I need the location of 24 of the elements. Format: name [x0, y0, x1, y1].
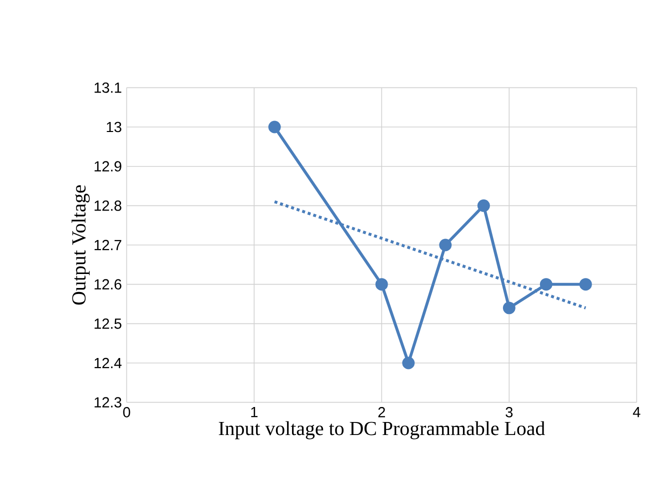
y-tick-label: 13	[106, 122, 122, 132]
y-tick-label: 12.3	[94, 397, 122, 408]
y-tick-label: 12.4	[94, 358, 122, 368]
point	[439, 238, 452, 252]
point	[579, 278, 592, 291]
y-tick-label: 12.7	[94, 240, 122, 250]
point	[375, 278, 388, 291]
y-tick-label: 12.5	[94, 318, 122, 329]
point	[402, 356, 415, 370]
point	[268, 120, 281, 134]
x-axis-title: Input voltage to DC Programmable Load	[218, 421, 545, 440]
x-tick-label: 3	[506, 407, 513, 418]
y-tick-label: 13.1	[94, 82, 122, 93]
y-tick-label: 12.6	[94, 279, 122, 290]
y-tick-label: 12.8	[94, 200, 122, 211]
x-tick-label: 2	[378, 407, 385, 418]
y-tick-label: 12.9	[94, 161, 122, 172]
point	[502, 302, 516, 314]
y-axis-title: Output Voltage	[72, 185, 90, 305]
x-tick-label: 0	[123, 407, 130, 418]
point	[477, 199, 490, 212]
point	[540, 278, 552, 291]
x-tick-label: 1	[251, 407, 258, 418]
x-tick-label: 4	[632, 407, 640, 418]
